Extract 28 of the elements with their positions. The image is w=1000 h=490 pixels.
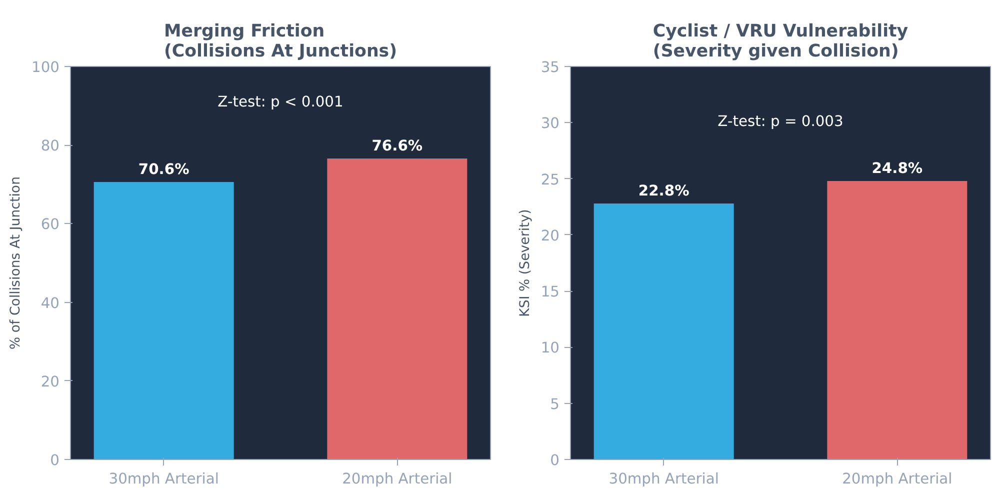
x-tick-label: 30mph Arterial	[608, 470, 719, 488]
y-tick-label: 30	[540, 115, 560, 132]
y-tick-label: 0	[550, 452, 560, 469]
y-tick-label: 25	[540, 171, 560, 188]
y-tick-label: 5	[550, 396, 560, 413]
chart-title: Merging Friction (Collisions At Junctions)	[164, 22, 398, 62]
annotation: Z-test: p = 0.003	[718, 113, 844, 130]
x-tick-label: 30mph Arterial	[108, 470, 219, 488]
y-tick-label: 20	[540, 227, 560, 244]
y-tick-label: 15	[540, 284, 560, 301]
y-tick-label: 60	[40, 216, 60, 234]
chart-title: Cyclist / VRU Vulnerability (Severity given Collision)	[652, 22, 908, 62]
y-tick-label: 0	[50, 452, 60, 469]
data-label: 24.8%	[872, 160, 923, 178]
y-tick-label: 80	[40, 138, 60, 155]
y-tick-label: 40	[40, 294, 60, 312]
y-tick-label: 10	[540, 340, 560, 357]
x-tick-label: 20mph Arterial	[842, 470, 952, 488]
data-label: 76.6%	[372, 137, 423, 154]
annotation: Z-test: p < 0.001	[218, 93, 344, 110]
data-label: 70.6%	[138, 161, 190, 178]
x-tick-label: 20mph Arterial	[342, 470, 452, 488]
y-tick-label: 35	[540, 59, 560, 76]
y-tick-label: 20	[40, 373, 60, 390]
y-axis-title: % of Collisions At Junction	[8, 176, 24, 350]
y-tick-label: 100	[32, 59, 60, 76]
data-label: 22.8%	[638, 182, 690, 200]
y-axis-title: KSI % (Severity)	[518, 209, 533, 317]
